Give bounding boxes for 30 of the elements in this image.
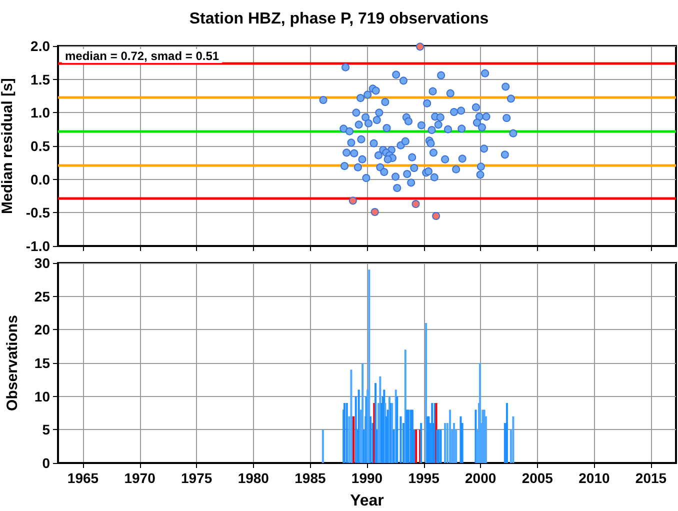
y-tick-label: 10 xyxy=(34,388,50,404)
y-tick-label: 1.0 xyxy=(30,104,50,121)
x-axis-title: Year xyxy=(350,492,384,510)
x-tick-label: 1995 xyxy=(408,470,440,486)
y-tick-label: -1.0 xyxy=(26,238,50,254)
y-tick-label: 2.0 xyxy=(30,38,50,54)
y-tick-label: 5 xyxy=(42,422,50,438)
x-tick-label: 2010 xyxy=(578,470,610,486)
y-axis-title: Median residual [s] xyxy=(0,78,16,214)
x-tick-label: 1980 xyxy=(238,470,270,486)
y-tick-label: 15 xyxy=(34,355,50,371)
x-tick-label: 2015 xyxy=(635,470,667,486)
y-tick-label: 1.5 xyxy=(30,71,50,88)
x-tick-label: 1965 xyxy=(67,470,99,486)
x-tick-label: 1990 xyxy=(351,470,383,486)
x-tick-label: 1970 xyxy=(124,470,156,486)
annotation: median = 0.72, smad = 0.51 xyxy=(65,49,220,63)
y-tick-label: 25 xyxy=(34,288,50,304)
y-tick-label: 0.5 xyxy=(30,138,50,154)
x-tick-label: 2000 xyxy=(465,470,496,486)
chart-title: Station HBZ, phase P, 719 observations xyxy=(189,10,489,28)
x-tick-label: 2005 xyxy=(522,470,554,486)
x-tick-label: 1975 xyxy=(181,470,212,486)
y-axis-title: Observations xyxy=(4,315,21,411)
y-tick-label: 0.0 xyxy=(30,171,50,188)
y-tick-label: -0.5 xyxy=(26,204,50,221)
y-tick-label: 30 xyxy=(34,255,50,271)
y-tick-label: 20 xyxy=(34,322,50,338)
x-tick-label: 1985 xyxy=(294,470,326,486)
y-tick-label: 0 xyxy=(42,455,50,471)
